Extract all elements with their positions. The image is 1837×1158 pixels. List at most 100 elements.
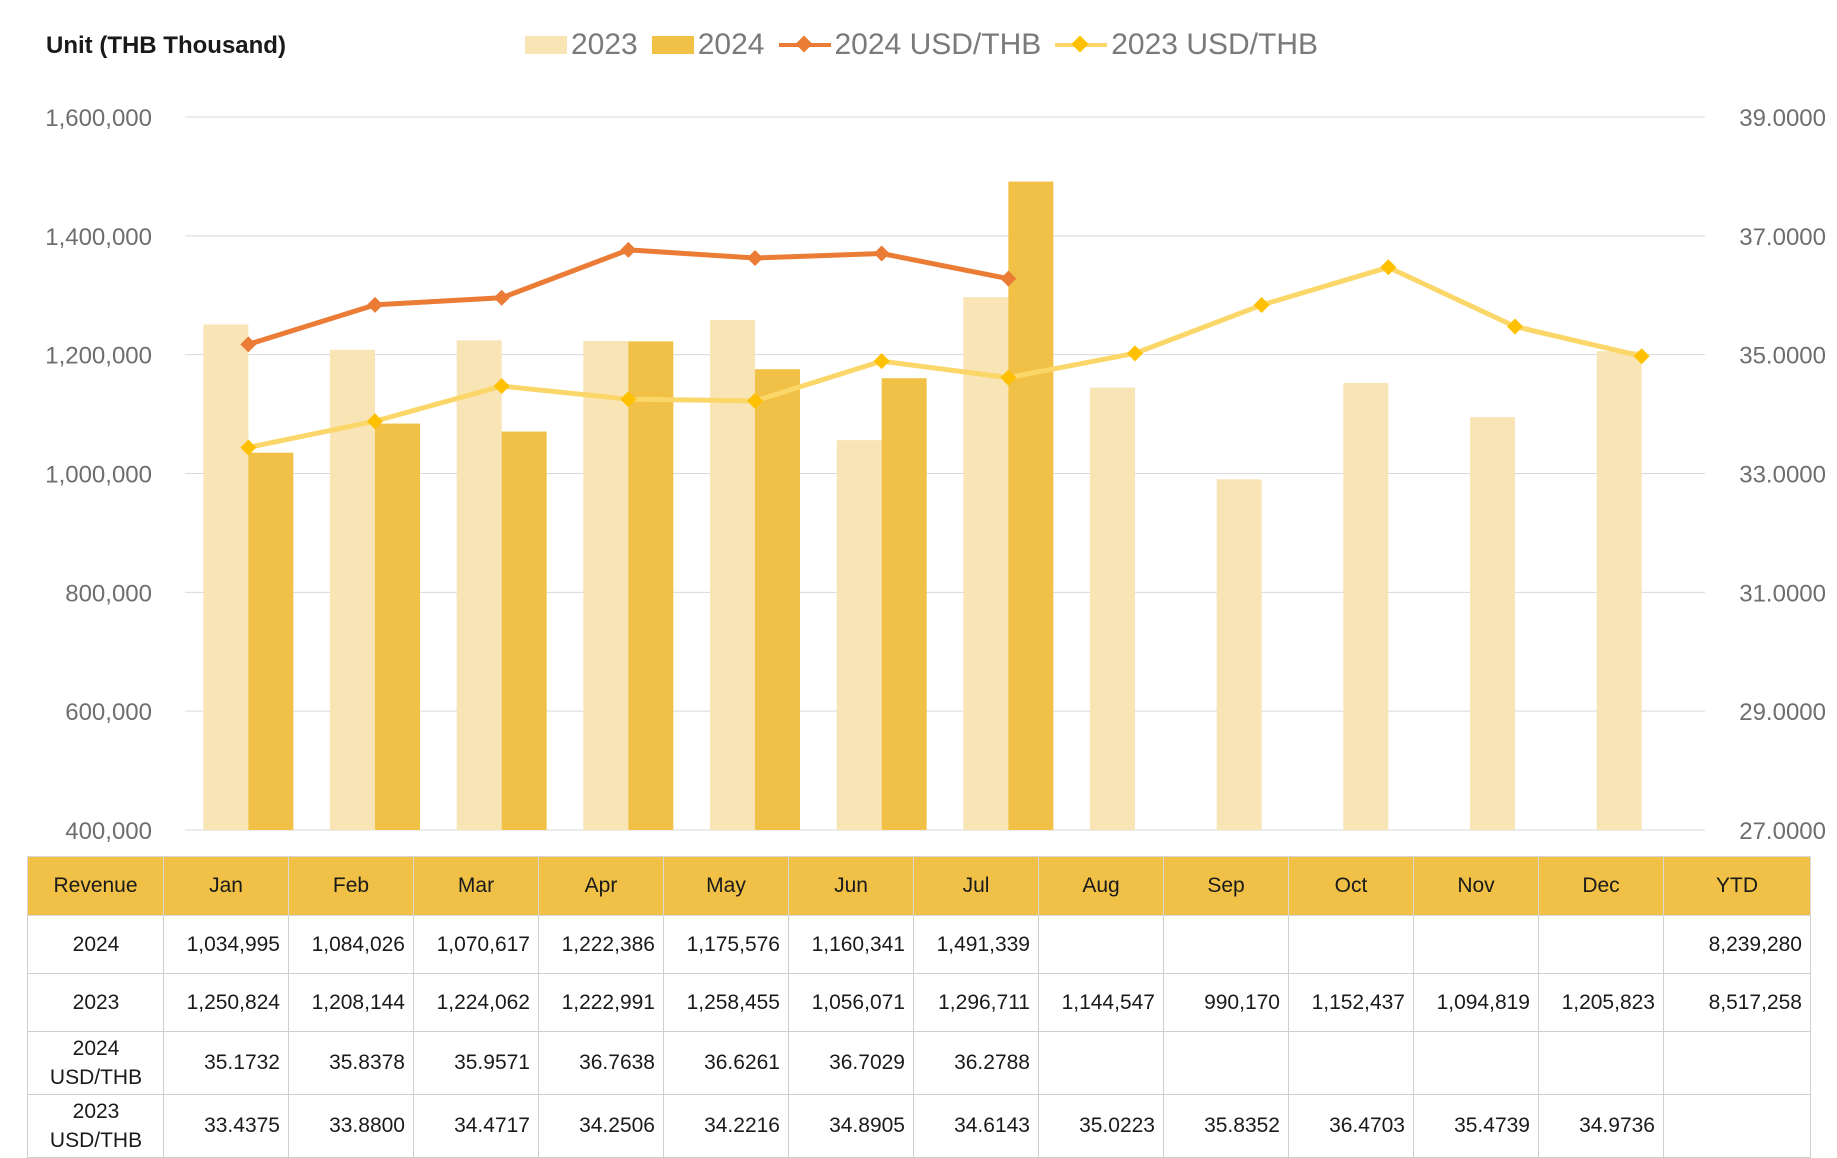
bar-2024-jun: 1,160,341 [881, 378, 927, 830]
table-cell: 34.8905 [788, 1094, 914, 1158]
series-2023-usdthb-point [493, 378, 510, 395]
table-cell: 1,056,071 [788, 973, 914, 1032]
series-2023-usdthb-line [245, 264, 1645, 451]
table-cell [1413, 1031, 1539, 1095]
bar-2024-apr: 1,222,386 [628, 341, 674, 830]
header-nov: Nov [1413, 856, 1539, 916]
bar-2024-mar: 1,070,617 [501, 431, 547, 830]
header-mar: Mar [413, 856, 539, 916]
legend-label-2023-usdthb: 2023 USD/THB [1111, 28, 1318, 61]
table-cell: 35.0223 [1038, 1094, 1164, 1158]
header-jan: Jan [163, 856, 289, 916]
table-cell: 1,175,576 [663, 915, 789, 974]
y-axis-tick-label: 1,200,000 [45, 343, 152, 370]
series-2023-usdthb-point [1507, 318, 1523, 335]
y-axis-tick-label: 1,600,000 [45, 105, 152, 132]
bar-2023-jan: 1,250,824 [203, 324, 249, 830]
table-cell: 35.1732 [163, 1031, 289, 1095]
series-2023-usdthb-point [367, 413, 383, 430]
table-cell [1538, 1031, 1664, 1095]
table-cell: 36.2788 [913, 1031, 1039, 1095]
table-cell: 34.2506 [538, 1094, 664, 1158]
table-cell: 35.4739 [1413, 1094, 1539, 1158]
y-axis-tick-label: 1,400,000 [45, 224, 152, 251]
table-cell [1163, 915, 1289, 974]
table-cell: 36.6261 [663, 1031, 789, 1095]
legend-item-2024-usdthb: 2024 USD/THB [778, 28, 1042, 62]
legend-label-2024-usdthb: 2024 USD/THB [834, 28, 1042, 61]
unit-label: Unit (THB Thousand) [46, 32, 286, 59]
series-2023-usdthb-point [1380, 259, 1397, 276]
table-cell [1413, 915, 1539, 974]
header-aug: Aug [1038, 856, 1164, 916]
bar-2023-dec: 1,205,823 [1596, 351, 1642, 830]
y-axis-tick-label: 800,000 [65, 580, 152, 607]
row-label: 2023 [27, 973, 164, 1032]
table-cell: 35.8378 [288, 1031, 414, 1095]
header-sep: Sep [1163, 856, 1289, 916]
chart-legend: 2023 2024 2024 USD/THB 2023 USD/THB [525, 28, 1332, 62]
table-cell: 35.8352 [1163, 1094, 1289, 1158]
table-cell: 1,491,339 [913, 915, 1039, 974]
table-row: 2023 1,250,824 1,208,144 1,224,062 1,222,991… [27, 973, 1811, 1032]
header-apr: Apr [538, 856, 664, 916]
header-jun: Jun [788, 856, 914, 916]
bar-2023-nov: 1,094,819 [1470, 417, 1515, 830]
table-cell: 1,034,995 [163, 915, 289, 974]
y2-axis-tick-label: 33.0000 [1739, 462, 1826, 489]
table-cell: 1,094,819 [1413, 973, 1539, 1032]
table-row: 2024 1,034,995 1,084,026 1,070,617 1,222,386… [27, 915, 1811, 974]
table-cell: 1,144,547 [1038, 973, 1164, 1032]
legend-item-2023: 2023 [525, 28, 638, 62]
table-row: 2023 USD/THB 33.4375 33.8800 34.4717 34.2506… [27, 1094, 1811, 1158]
y2-axis-tick-label: 37.0000 [1739, 224, 1826, 251]
legend-item-2024: 2024 [651, 28, 765, 62]
table-cell: 1,070,617 [413, 915, 539, 974]
table-cell: 36.4703 [1288, 1094, 1414, 1158]
table-cell: 990,170 [1163, 973, 1289, 1032]
row-label: 2024 [27, 915, 164, 974]
table-cell: 1,296,711 [913, 973, 1039, 1032]
revenue-chart: 400,000 600,000 800,000 1,000,000 1,200,000 1… [45, 105, 1826, 845]
table-cell: 33.4375 [163, 1094, 289, 1158]
table-cell: 1,152,437 [1288, 973, 1414, 1032]
table-cell [1663, 1031, 1811, 1095]
table-cell [1538, 915, 1664, 974]
series-2023-usdthb-point [747, 392, 763, 409]
header-may: May [663, 856, 789, 916]
bar-2024-jan: 1,034,995 [248, 452, 294, 830]
y2-axis-tick-label: 39.0000 [1739, 105, 1826, 132]
bar-2023-sep: 990,170 [1216, 479, 1262, 830]
series-2024-usdthb-point [367, 296, 383, 313]
legend-line-2023-usdthb [1055, 35, 1108, 54]
row-label: 2023 USD/THB [27, 1094, 164, 1158]
table-cell: 1,084,026 [288, 915, 414, 974]
table-cell: 1,250,824 [163, 973, 289, 1032]
y2-axis-tick-label: 31.0000 [1739, 580, 1826, 607]
series-2024-usdthb-line [245, 247, 1011, 347]
table-cell: 34.4717 [413, 1094, 539, 1158]
table-cell [1663, 1094, 1811, 1158]
y-axis-tick-label: 400,000 [65, 818, 152, 845]
table-cell [1288, 1031, 1414, 1095]
legend-label-2024: 2024 [697, 28, 765, 61]
header-feb: Feb [288, 856, 414, 916]
series-2024-usdthb-point [747, 250, 763, 267]
y2-axis-tick-label: 35.0000 [1739, 343, 1826, 370]
table-cell [1288, 915, 1414, 974]
header-oct: Oct [1288, 856, 1414, 916]
table-cell [1038, 1031, 1164, 1095]
series-2023-usdthb-point [1253, 297, 1270, 314]
legend-swatch-2023 [525, 36, 567, 54]
bar-2023-aug: 1,144,547 [1090, 387, 1135, 830]
legend-label-2023: 2023 [571, 28, 638, 61]
series-2023-usdthb-point [620, 391, 637, 408]
y2-axis-tick-label: 27.0000 [1739, 818, 1826, 845]
table-cell: 1,258,455 [663, 973, 789, 1032]
bar-2024-may: 1,175,576 [755, 369, 800, 830]
bar-2023-apr: 1,222,991 [583, 341, 629, 830]
table-cell: 36.7029 [788, 1031, 914, 1095]
table-cell: 8,239,280 [1663, 915, 1811, 974]
table-cell [1038, 915, 1164, 974]
series-2024-usdthb-point [620, 241, 637, 258]
